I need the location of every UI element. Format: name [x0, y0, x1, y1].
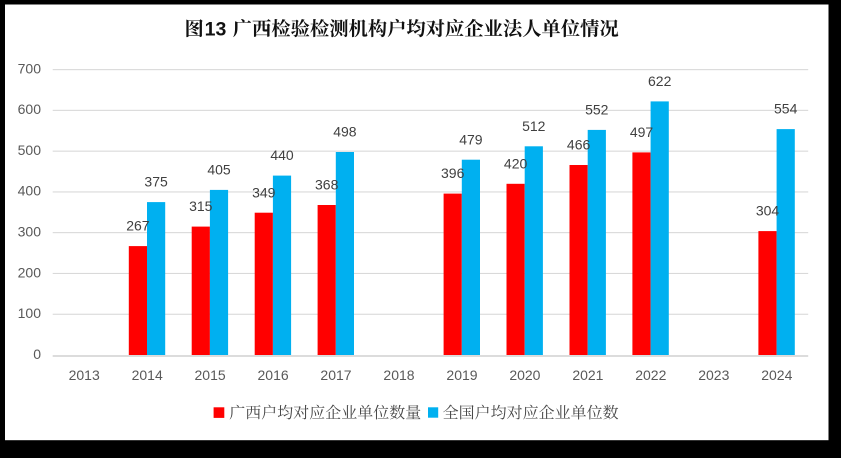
svg-text:2019: 2019 — [446, 367, 477, 383]
svg-text:13: 13 — [205, 19, 227, 41]
svg-text:420: 420 — [504, 155, 528, 171]
svg-text:315: 315 — [189, 198, 213, 214]
svg-text:100: 100 — [18, 305, 42, 321]
svg-text:600: 600 — [18, 101, 42, 117]
svg-text:479: 479 — [459, 131, 483, 147]
svg-text:2016: 2016 — [258, 367, 289, 383]
svg-text:405: 405 — [207, 162, 231, 178]
svg-text:2014: 2014 — [132, 367, 163, 383]
svg-text:512: 512 — [522, 118, 546, 134]
svg-text:2013: 2013 — [69, 367, 100, 383]
svg-text:2021: 2021 — [572, 367, 603, 383]
svg-text:400: 400 — [18, 183, 42, 199]
svg-text:300: 300 — [18, 224, 42, 240]
svg-text:552: 552 — [585, 102, 609, 118]
svg-text:497: 497 — [630, 124, 654, 140]
svg-text:2022: 2022 — [635, 367, 666, 383]
svg-text:700: 700 — [18, 60, 42, 76]
svg-text:304: 304 — [756, 203, 780, 219]
svg-text:2017: 2017 — [320, 367, 351, 383]
svg-text:0: 0 — [33, 346, 41, 362]
svg-text:2015: 2015 — [195, 367, 226, 383]
svg-text:2020: 2020 — [509, 367, 540, 383]
svg-text:267: 267 — [126, 218, 150, 234]
svg-text:500: 500 — [18, 142, 42, 158]
svg-text:440: 440 — [270, 147, 294, 163]
svg-text:2018: 2018 — [383, 367, 414, 383]
svg-text:396: 396 — [441, 165, 465, 181]
svg-text:2023: 2023 — [698, 367, 729, 383]
svg-text:368: 368 — [315, 177, 339, 193]
svg-text:498: 498 — [333, 124, 357, 140]
svg-text:200: 200 — [18, 264, 42, 280]
svg-text:375: 375 — [144, 174, 168, 190]
svg-text:349: 349 — [252, 184, 276, 200]
svg-text:554: 554 — [774, 101, 798, 117]
svg-text:2024: 2024 — [761, 367, 792, 383]
svg-text:466: 466 — [567, 137, 591, 153]
svg-text:622: 622 — [648, 73, 672, 89]
